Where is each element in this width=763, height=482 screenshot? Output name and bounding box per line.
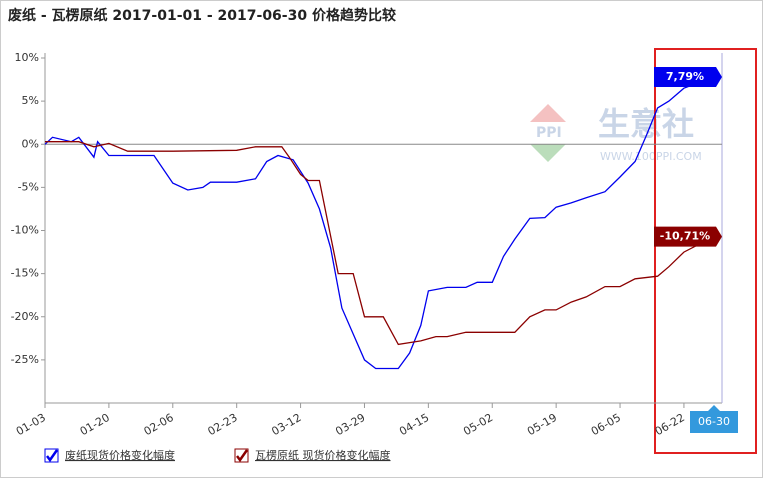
watermark: PPI 生意社 WWW.100PPI.COM [530,104,702,163]
end-label: -10,71% [660,230,710,243]
y-tick-label: 5% [22,94,39,107]
legend-check [236,449,249,463]
y-tick-label: 0% [22,137,39,150]
highlight-box [654,48,757,454]
legend-label: 瓦楞原纸 现货价格变化幅度 [255,448,391,462]
y-tick-label: -20% [11,310,39,323]
end-label-bg [654,67,722,88]
y-tick-label: -15% [11,267,39,280]
series-line [45,141,715,346]
logo [530,144,566,162]
end-label: 7,79% [666,70,704,83]
legend-check [46,449,59,463]
x-end-label: 06-30 [698,415,730,428]
series-line [44,76,715,370]
watermark-text: PPI [536,125,562,141]
x-end-marker [690,405,738,433]
logo [530,104,566,122]
y-tick-label: 10% [15,51,39,64]
legend-label: 废纸现货价格变化幅度 [65,448,175,462]
end-label-bg [654,226,722,247]
y-tick-label: -25% [11,353,39,366]
y-tick-label: -10% [11,224,39,237]
chart-title: 废纸 - 瓦楞原纸 2017-01-01 - 2017-06-30 价格趋势比较 [8,7,396,24]
watermark-text: WWW.100PPI.COM [600,150,702,163]
y-tick-label: -5% [18,180,39,193]
